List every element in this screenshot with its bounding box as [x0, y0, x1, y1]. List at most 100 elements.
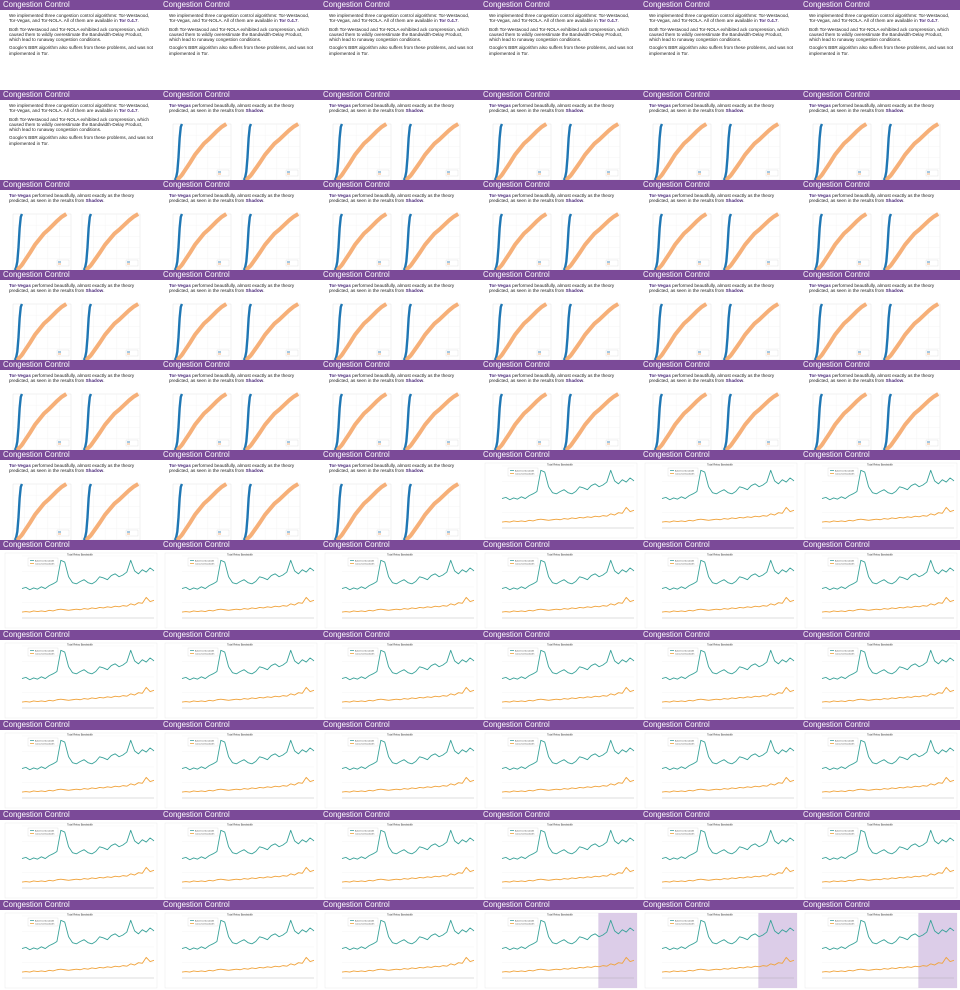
bw-legend-consumed-label: Consumed bandwidth	[355, 652, 374, 655]
intro-paragraph-1: We implemented three congestion control …	[489, 13, 635, 24]
slide-thumbnail-bandwidth[interactable]: Congestion Control Total Relay Bandwidth…	[160, 540, 320, 630]
slide-title-bar: Congestion Control	[160, 630, 320, 640]
slide-thumbnail-vegas[interactable]: Congestion Control Tor-Vegas performed b…	[160, 360, 320, 450]
bw-legend-advertised-label: Advertised bandwidth	[835, 559, 854, 562]
slide-thumbnail-bandwidth[interactable]: Congestion Control Total Relay Bandwidth…	[480, 540, 640, 630]
slide-thumbnail-vegas[interactable]: Congestion Control Tor-Vegas performed b…	[640, 270, 800, 360]
vegas-text: performed beautifully, almost exactly as…	[9, 193, 135, 204]
slide-thumbnail-bandwidth[interactable]: Congestion Control Total Relay Bandwidth…	[0, 540, 160, 630]
slide-thumbnail-vegas[interactable]: Congestion Control Tor-Vegas performed b…	[320, 270, 480, 360]
slide-thumbnail-bandwidth[interactable]: Congestion Control Total Relay Bandwidth…	[480, 450, 640, 540]
slide-thumbnail-bandwidth[interactable]: Congestion Control Total Relay Bandwidth…	[160, 900, 320, 990]
slide-thumbnail-bandwidth[interactable]: Congestion Control Total Relay Bandwidth…	[480, 900, 640, 990]
slide-thumbnail-vegas[interactable]: Congestion Control Tor-Vegas performed b…	[320, 450, 480, 540]
slide-thumbnail-intro[interactable]: Congestion Control We implemented three …	[160, 0, 320, 90]
slide-thumbnail-vegas[interactable]: Congestion Control Tor-Vegas performed b…	[160, 450, 320, 540]
slide-thumbnail-bandwidth[interactable]: Congestion Control Total Relay Bandwidth…	[800, 810, 960, 900]
intro-text: .	[137, 108, 139, 114]
bw-chart-title: Total Relay Bandwidth	[387, 913, 413, 917]
slide-thumbnail-bandwidth[interactable]: Congestion Control Total Relay Bandwidth…	[480, 810, 640, 900]
bw-consumed-line	[501, 596, 635, 613]
slide-thumbnail-bandwidth[interactable]: Congestion Control Total Relay Bandwidth…	[320, 630, 480, 720]
vegas-text: performed beautifully, almost exactly as…	[809, 283, 935, 294]
bandwidth-chart: Total Relay Bandwidth Advertised bandwidt…	[324, 643, 478, 719]
cdf-charts	[812, 122, 941, 180]
slide-thumbnail-vegas[interactable]: Congestion Control Tor-Vegas performed b…	[0, 360, 160, 450]
slide-thumbnail-bandwidth[interactable]: Congestion Control Total Relay Bandwidth…	[480, 630, 640, 720]
slide-thumbnail-vegas[interactable]: Congestion Control Tor-Vegas performed b…	[640, 90, 800, 180]
bw-consumed-line	[501, 686, 635, 703]
bandwidth-chart: Total Relay Bandwidth Advertised bandwidt…	[324, 553, 478, 629]
bw-chart-title: Total Relay Bandwidth	[867, 643, 893, 647]
slide-thumbnail-vegas[interactable]: Congestion Control Tor-Vegas performed b…	[480, 270, 640, 360]
bw-legend-advertised-label: Advertised bandwidth	[515, 919, 534, 922]
slide-thumbnail-intro[interactable]: Congestion Control We implemented three …	[0, 90, 160, 180]
slide-thumbnail-bandwidth[interactable]: Congestion Control Total Relay Bandwidth…	[640, 720, 800, 810]
slide-thumbnail-vegas[interactable]: Congestion Control Tor-Vegas performed b…	[800, 360, 960, 450]
slide-thumbnail-intro[interactable]: Congestion Control We implemented three …	[800, 0, 960, 90]
slide-thumbnail-vegas[interactable]: Congestion Control Tor-Vegas performed b…	[320, 90, 480, 180]
slide-thumbnail-vegas[interactable]: Congestion Control Tor-Vegas performed b…	[160, 270, 320, 360]
cdf-blue-curve	[242, 123, 253, 180]
slide-thumbnail-bandwidth[interactable]: Congestion Control Total Relay Bandwidth…	[0, 630, 160, 720]
slide-thumbnail-vegas[interactable]: Congestion Control Tor-Vegas performed b…	[480, 180, 640, 270]
slide-thumbnail-vegas[interactable]: Congestion Control Tor-Vegas performed b…	[160, 180, 320, 270]
slide-thumbnail-bandwidth[interactable]: Congestion Control Total Relay Bandwidth…	[0, 720, 160, 810]
slide-thumbnail-bandwidth[interactable]: Congestion Control Total Relay Bandwidth…	[800, 900, 960, 990]
slide-thumbnail-vegas[interactable]: Congestion Control Tor-Vegas performed b…	[640, 180, 800, 270]
slide-title-bar: Congestion Control	[640, 180, 800, 190]
slide-thumbnail-bandwidth[interactable]: Congestion Control Total Relay Bandwidth…	[160, 720, 320, 810]
slide-thumbnail-vegas[interactable]: Congestion Control Tor-Vegas performed b…	[320, 180, 480, 270]
slide-thumbnail-bandwidth[interactable]: Congestion Control Total Relay Bandwidth…	[640, 900, 800, 990]
intro-text: .	[617, 18, 619, 24]
slide-thumbnail-vegas[interactable]: Congestion Control Tor-Vegas performed b…	[800, 90, 960, 180]
slide-thumbnail-bandwidth[interactable]: Congestion Control Total Relay Bandwidth…	[640, 810, 800, 900]
tor-vegas-highlight: Tor-Vegas	[169, 193, 191, 198]
slide-thumbnail-vegas[interactable]: Congestion Control Tor-Vegas performed b…	[160, 90, 320, 180]
bw-legend	[507, 917, 539, 927]
bw-consumed-line	[181, 866, 315, 883]
tor-vegas-highlight: Tor-Vegas	[169, 373, 191, 378]
slide-thumbnail-bandwidth[interactable]: Congestion Control Total Relay Bandwidth…	[160, 630, 320, 720]
slide-thumbnail-vegas[interactable]: Congestion Control Tor-Vegas performed b…	[0, 180, 160, 270]
slide-thumbnail-bandwidth[interactable]: Congestion Control Total Relay Bandwidth…	[640, 630, 800, 720]
slide-thumbnail-bandwidth[interactable]: Congestion Control Total Relay Bandwidth…	[320, 900, 480, 990]
slide-thumbnail-intro[interactable]: Congestion Control We implemented three …	[0, 0, 160, 90]
slide-title: Congestion Control	[483, 450, 550, 459]
slide-thumbnail-vegas[interactable]: Congestion Control Tor-Vegas performed b…	[640, 360, 800, 450]
intro-paragraph-1: We implemented three congestion control …	[809, 13, 955, 24]
slide-thumbnail-bandwidth[interactable]: Congestion Control Total Relay Bandwidth…	[800, 630, 960, 720]
slide-thumbnail-bandwidth[interactable]: Congestion Control Total Relay Bandwidth…	[0, 900, 160, 990]
cdf-legend	[445, 349, 459, 357]
bw-legend-advertised-label: Advertised bandwidth	[675, 919, 694, 922]
slide-thumbnail-bandwidth[interactable]: Congestion Control Total Relay Bandwidth…	[800, 720, 960, 810]
slide-thumbnail-bandwidth[interactable]: Congestion Control Total Relay Bandwidth…	[800, 450, 960, 540]
slide-thumbnail-bandwidth[interactable]: Congestion Control Total Relay Bandwidth…	[320, 540, 480, 630]
slide-thumbnail-bandwidth[interactable]: Congestion Control Total Relay Bandwidth…	[0, 810, 160, 900]
slide-thumbnail-bandwidth[interactable]: Congestion Control Total Relay Bandwidth…	[480, 720, 640, 810]
slide-thumbnail-intro[interactable]: Congestion Control We implemented three …	[320, 0, 480, 90]
bw-consumed-line	[661, 776, 795, 793]
slide-title-bar: Congestion Control	[320, 180, 480, 190]
slide-thumbnail-vegas[interactable]: Congestion Control Tor-Vegas performed b…	[480, 90, 640, 180]
slide-thumbnail-vegas[interactable]: Congestion Control Tor-Vegas performed b…	[480, 360, 640, 450]
slide-thumbnail-bandwidth[interactable]: Congestion Control Total Relay Bandwidth…	[640, 450, 800, 540]
slide-thumbnail-vegas[interactable]: Congestion Control Tor-Vegas performed b…	[800, 180, 960, 270]
slide-thumbnail-vegas[interactable]: Congestion Control Tor-Vegas performed b…	[320, 360, 480, 450]
cdf-legend	[856, 259, 870, 267]
slide-thumbnail-bandwidth[interactable]: Congestion Control Total Relay Bandwidth…	[640, 540, 800, 630]
slide-thumbnail-vegas[interactable]: Congestion Control Tor-Vegas performed b…	[800, 270, 960, 360]
slide-thumbnail-bandwidth[interactable]: Congestion Control Total Relay Bandwidth…	[320, 720, 480, 810]
intro-paragraph-1: We implemented three congestion control …	[9, 13, 155, 24]
slide-thumbnail-bandwidth[interactable]: Congestion Control Total Relay Bandwidth…	[800, 540, 960, 630]
bw-chart-title: Total Relay Bandwidth	[867, 553, 893, 557]
slide-thumbnail-vegas[interactable]: Congestion Control Tor-Vegas performed b…	[0, 450, 160, 540]
bw-consumed-line	[181, 776, 315, 793]
slide-thumbnail-intro[interactable]: Congestion Control We implemented three …	[640, 0, 800, 90]
slide-thumbnail-bandwidth[interactable]: Congestion Control Total Relay Bandwidth…	[160, 810, 320, 900]
cdf-legend	[696, 439, 710, 447]
bw-legend-consumed-label: Consumed bandwidth	[195, 652, 214, 655]
slide-thumbnail-bandwidth[interactable]: Congestion Control Total Relay Bandwidth…	[320, 810, 480, 900]
slide-thumbnail-intro[interactable]: Congestion Control We implemented three …	[480, 0, 640, 90]
slide-thumbnail-vegas[interactable]: Congestion Control Tor-Vegas performed b…	[0, 270, 160, 360]
